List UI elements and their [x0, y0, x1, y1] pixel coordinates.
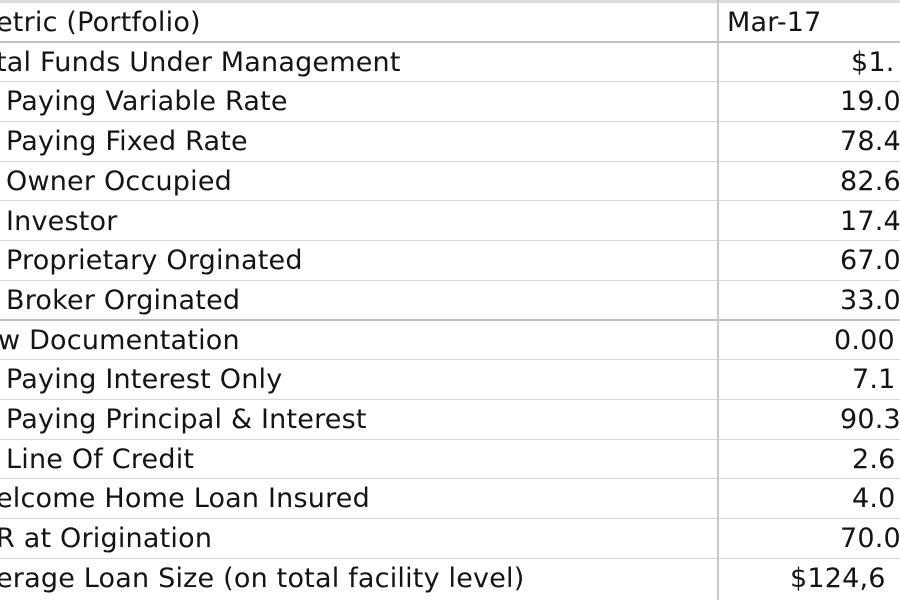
value-cell[interactable]: 67.0 — [840, 245, 900, 277]
value-cell[interactable]: 19.0 — [840, 86, 900, 118]
metric-cell[interactable]: Broker Orginated — [6, 284, 241, 316]
value-cell[interactable]: 2.6 — [852, 443, 896, 475]
table-row: Owner Occupied 82.6 — [0, 162, 900, 202]
table-row: elcome Home Loan Insured 4.0 — [0, 479, 900, 520]
value-cell[interactable]: 0.00 — [834, 324, 895, 356]
metric-cell[interactable]: tal Funds Under Management — [0, 46, 401, 78]
table-row: Paying Fixed Rate 78.4 — [0, 122, 900, 162]
metric-cell[interactable]: Owner Occupied — [6, 165, 232, 197]
metric-cell[interactable]: R at Origination — [0, 523, 213, 555]
value-cell[interactable]: $1. — [851, 46, 895, 78]
table-row: erage Loan Size (on total facility level… — [0, 559, 900, 599]
value-cell[interactable]: 70.0 — [840, 523, 900, 555]
table-row: Paying Variable Rate 19.0 — [0, 82, 900, 123]
table-row: R at Origination 70.0 — [0, 519, 900, 559]
table-row: Paying Interest Only 7.1 — [0, 360, 900, 400]
value-cell[interactable]: $124,6 — [790, 562, 886, 594]
table-row: Paying Principal & Interest 90.3 — [0, 400, 900, 440]
metric-cell[interactable]: Paying Fixed Rate — [6, 126, 248, 158]
table-row: tal Funds Under Management $1. — [0, 43, 900, 83]
metric-cell[interactable]: erage Loan Size (on total facility level… — [0, 562, 525, 594]
metric-cell[interactable]: Line Of Credit — [6, 443, 195, 475]
metric-cell[interactable]: elcome Home Loan Insured — [0, 483, 370, 515]
header-date-cell[interactable]: Mar-17 — [727, 7, 822, 38]
table-row: Proprietary Orginated 67.0 — [0, 241, 900, 281]
metric-cell[interactable]: Investor — [6, 205, 118, 237]
value-cell[interactable]: 17.4 — [840, 205, 900, 237]
metric-cell[interactable]: Paying Variable Rate — [6, 86, 288, 118]
table-row: Broker Orginated 33.0 — [0, 281, 900, 321]
metric-cell[interactable]: Paying Interest Only — [6, 364, 283, 396]
header-row: etric (Portfolio) Mar-17 — [0, 3, 900, 43]
value-cell[interactable]: 4.0 — [852, 483, 896, 515]
metric-cell[interactable]: Proprietary Orginated — [6, 245, 303, 277]
column-divider — [717, 0, 719, 600]
value-cell[interactable]: 33.0 — [840, 284, 900, 316]
header-metric-cell[interactable]: etric (Portfolio) — [0, 7, 201, 38]
metric-cell[interactable]: w Documentation — [0, 324, 240, 356]
value-cell[interactable]: 82.6 — [840, 165, 900, 197]
metric-cell[interactable]: Paying Principal & Interest — [6, 404, 367, 435]
table-row: w Documentation 0.00 — [0, 321, 900, 361]
value-cell[interactable]: 90.3 — [840, 404, 900, 435]
table-row: Investor 17.4 — [0, 202, 900, 242]
top-border — [0, 0, 900, 3]
table-row: Line Of Credit 2.6 — [0, 440, 900, 480]
value-cell[interactable]: 78.4 — [840, 126, 900, 158]
value-cell[interactable]: 7.1 — [852, 364, 896, 396]
